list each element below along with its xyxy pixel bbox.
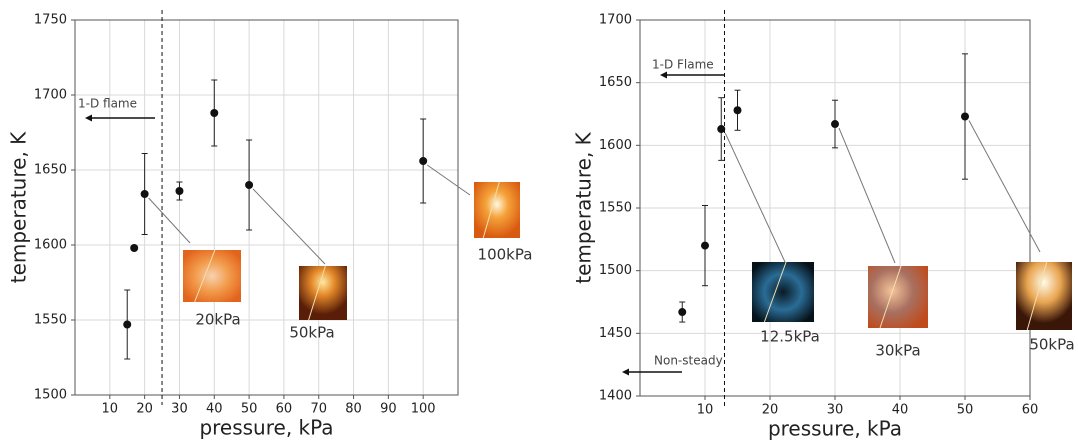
y-tick-label: 1600 [599,138,632,153]
leader-line [426,164,471,196]
x-tick-label: 20 [136,402,153,417]
y-tick-label: 1750 [34,13,67,28]
leader-line [968,120,1041,253]
x-tick-label: 50 [241,402,258,417]
y-axis-label: temperature, K [572,131,596,283]
data-point [175,187,184,195]
x-tick-label: 90 [380,402,397,417]
data-point [733,106,742,115]
y-tick-label: 1450 [599,326,632,341]
photo-wire [1026,261,1048,331]
y-axis-label: temperature, K [7,131,31,283]
image-label: 50kPa [289,324,334,342]
x-tick-label: 70 [310,402,327,417]
data-point [245,181,254,189]
x-tick-label: 40 [892,403,909,418]
y-tick-label: 1500 [599,263,632,278]
image-label: 20kPa [195,311,240,329]
photo-wire [194,249,216,303]
x-tick-label: 10 [102,402,119,417]
photo-wire [308,265,326,321]
data-point [130,244,139,252]
data-point [701,241,709,250]
x-axis-label: pressure, kPa [768,417,902,440]
data-point [717,125,726,134]
plot-frame [74,19,459,396]
y-tick-label: 1700 [34,88,67,103]
plot-frame [639,19,1031,397]
y-tick-label: 1550 [599,201,632,216]
y-tick-label: 1650 [34,163,67,178]
annotation: 1-D Flame [652,58,714,72]
y-tick-label: 1700 [599,13,632,28]
data-point [123,320,132,329]
arrow-head [622,368,629,376]
data-point [210,109,219,117]
photo-wire [879,265,902,329]
leader-line [838,127,896,264]
data-point [678,308,687,317]
arrow-head [85,114,92,122]
image-label: 12.5kPa [760,328,820,346]
y-tick-label: 1500 [34,388,67,403]
leader-line [724,132,786,263]
photo-wire [482,181,500,239]
x-tick-label: 100 [411,402,436,417]
arrow-head [660,71,667,79]
leader-line [252,188,326,265]
x-tick-label: 60 [276,402,293,417]
data-point [140,190,149,198]
leader-line [148,197,191,244]
x-tick-label: 60 [1022,403,1039,418]
data-point [831,120,839,129]
x-tick-label: 80 [345,402,362,417]
x-tick-label: 10 [697,403,714,418]
data-point [419,157,428,165]
photo-wire [763,261,787,323]
x-tick-label: 30 [171,402,188,417]
annotation: Non-steady [654,354,723,368]
x-tick-label: 20 [762,403,779,418]
y-tick-label: 1650 [599,75,632,90]
y-tick-label: 1550 [34,313,67,328]
x-tick-label: 50 [957,403,974,418]
image-label: 50kPa [1029,336,1074,354]
annotation: 1-D flame [78,97,137,111]
image-label: 30kPa [875,342,920,360]
x-axis-label: pressure, kPa [199,416,333,440]
x-tick-label: 30 [827,403,844,418]
data-point [961,112,969,121]
y-tick-label: 1400 [599,389,632,404]
x-tick-label: 40 [206,402,223,417]
image-label: 100kPa [478,246,533,264]
y-tick-label: 1600 [34,238,67,253]
